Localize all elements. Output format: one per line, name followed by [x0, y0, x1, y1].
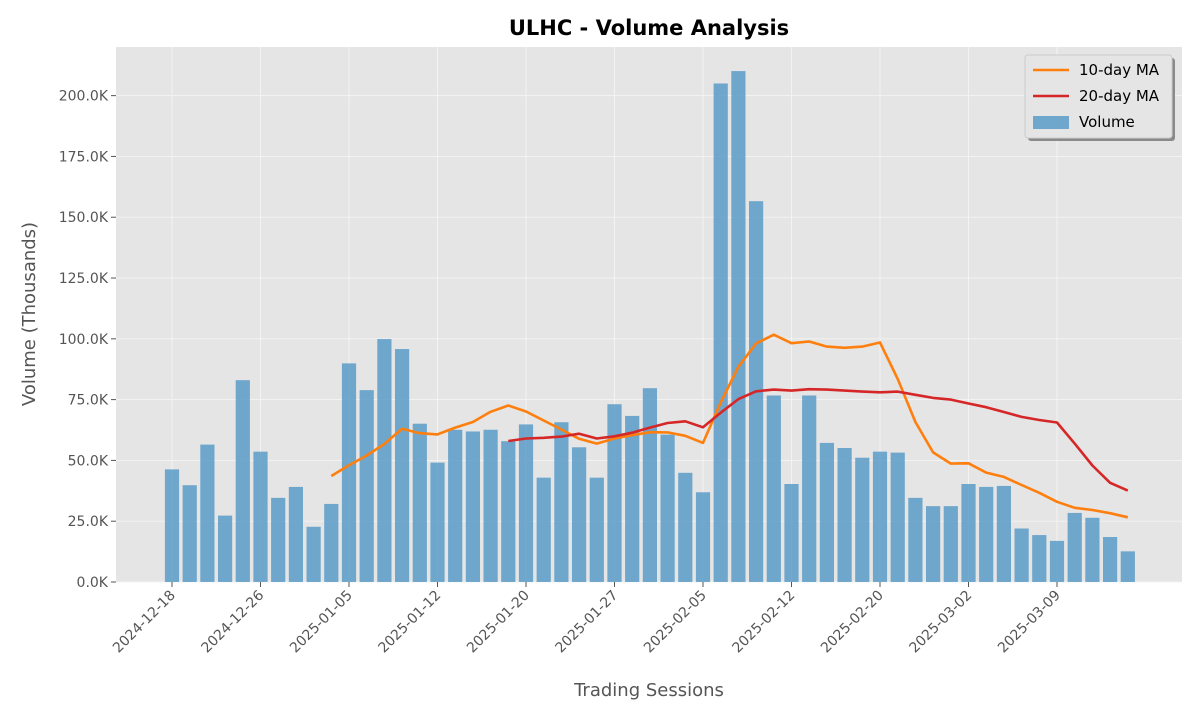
volume-bar — [713, 83, 728, 583]
volume-bar — [306, 526, 321, 582]
volume-bar — [607, 404, 622, 582]
volume-bar — [784, 483, 799, 582]
volume-bar — [872, 451, 888, 582]
y-tick-label: 25.0K — [68, 514, 109, 530]
legend: 10-day MA 20-day MA Volume — [1024, 54, 1175, 141]
x-tick-label: 2025-01-05 — [287, 588, 356, 657]
volume-bar — [660, 434, 675, 582]
volume-bar — [448, 429, 463, 582]
volume-bar — [1120, 551, 1135, 582]
volume-bar — [1032, 535, 1047, 582]
volume-bar — [200, 444, 215, 582]
y-axis-ticks: 0.0K 25.0K 50.0K 75.0K 100.0K 125.0K 150.0K 175… — [59, 89, 116, 591]
x-tick-label: 2025-02-12 — [729, 588, 798, 657]
x-tick-label: 2025-01-12 — [375, 588, 444, 657]
volume-bar — [483, 429, 498, 582]
x-tick-label: 2024-12-18 — [110, 588, 179, 657]
volume-bar — [625, 415, 640, 582]
y-tick-label: 150.0K — [59, 210, 109, 226]
volume-bar — [642, 388, 657, 582]
y-tick-label: 0.0K — [77, 575, 109, 591]
x-tick-label: 2025-01-20 — [464, 588, 533, 657]
volume-bar — [961, 483, 976, 582]
volume-bar — [943, 506, 958, 582]
volume-bar — [412, 423, 427, 582]
volume-bar — [235, 380, 250, 582]
y-tick-label: 100.0K — [59, 332, 109, 348]
volume-bar — [695, 492, 711, 582]
y-tick-label: 200.0K — [59, 89, 109, 105]
volume-bar — [501, 441, 516, 582]
volume-bar — [1049, 540, 1065, 582]
x-tick-label: 2025-03-02 — [906, 588, 975, 657]
y-tick-label: 175.0K — [59, 149, 109, 165]
volume-bar — [678, 472, 693, 582]
volume-bar — [855, 457, 870, 582]
volume-bar — [837, 448, 852, 582]
volume-bar — [890, 452, 905, 582]
volume-bar — [288, 486, 303, 582]
y-tick-label: 50.0K — [68, 453, 109, 469]
y-tick-label: 125.0K — [59, 271, 109, 287]
y-tick-label: 75.0K — [68, 393, 109, 409]
volume-bar — [554, 422, 569, 582]
volume-bar — [465, 431, 480, 582]
legend-label: 10-day MA — [1079, 61, 1160, 79]
volume-bar — [926, 506, 941, 582]
volume-bar — [377, 339, 392, 582]
volume-bar — [218, 515, 233, 582]
volume-bar — [324, 503, 339, 582]
volume-bar — [802, 395, 817, 582]
moving-average-lines — [330, 333, 1129, 519]
volume-bar — [1085, 517, 1100, 582]
volume-bars — [164, 71, 1135, 583]
volume-bar — [430, 462, 445, 582]
volume-bar — [1103, 537, 1118, 582]
volume-bar — [908, 497, 923, 582]
y-axis-label: Volume (Thousands) — [19, 222, 40, 406]
volume-bar — [341, 363, 357, 582]
volume-bar — [819, 442, 834, 582]
x-axis-ticks: 2024-12-18 2024-12-26 2025-01-05 2025-01-12… — [110, 582, 1064, 656]
volume-bar — [164, 469, 180, 582]
x-tick-label: 2025-02-20 — [818, 588, 887, 657]
series-line-20-day-ma — [508, 387, 1129, 492]
legend-swatch — [1033, 116, 1069, 129]
volume-bar — [996, 485, 1011, 582]
volume-bar — [253, 451, 268, 582]
volume-bar — [731, 71, 746, 582]
x-axis-label: Trading Sessions — [573, 680, 724, 701]
x-tick-label: 2024-12-26 — [198, 587, 267, 656]
volume-bar — [589, 477, 604, 582]
series-line-10-day-ma — [330, 333, 1129, 519]
volume-bar — [395, 349, 410, 582]
chart-title: ULHC - Volume Analysis — [509, 16, 789, 40]
volume-bar — [1014, 528, 1029, 582]
volume-bar — [766, 395, 781, 582]
volume-bar — [271, 497, 286, 582]
legend-label: 20-day MA — [1079, 87, 1160, 105]
volume-bar — [572, 447, 587, 582]
x-tick-label: 2025-01-27 — [552, 588, 621, 657]
x-tick-label: 2025-02-05 — [641, 588, 710, 657]
volume-bar — [979, 486, 994, 582]
x-tick-label: 2025-03-09 — [995, 588, 1064, 657]
volume-bar — [536, 477, 551, 582]
volume-bar — [182, 485, 197, 582]
volume-bar — [359, 390, 374, 582]
legend-label: Volume — [1079, 113, 1135, 131]
volume-bar — [1067, 512, 1082, 582]
volume-bar — [518, 424, 534, 582]
